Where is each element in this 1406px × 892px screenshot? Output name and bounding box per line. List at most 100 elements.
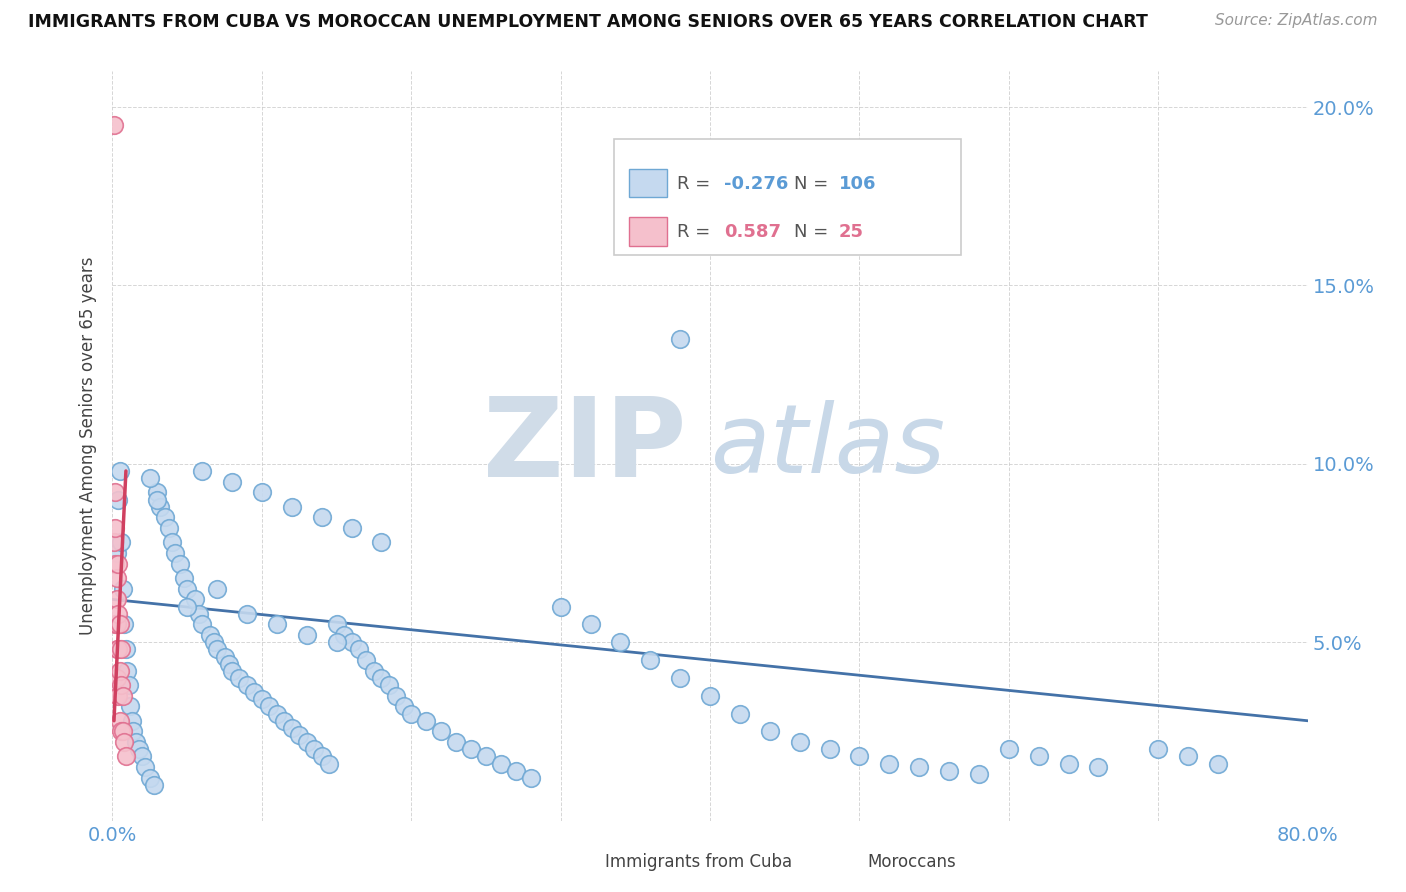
Point [505, 764, 527, 778]
Point [273, 714, 295, 728]
Point [117, 664, 139, 678]
Text: Immigrants from Cuba: Immigrants from Cuba [605, 853, 792, 871]
Point [318, 756, 340, 771]
Point [520, 771, 543, 785]
Point [401, 706, 423, 721]
Point [146, 492, 169, 507]
Point [153, 510, 176, 524]
Point [302, 742, 325, 756]
Point [1057, 756, 1080, 771]
Point [415, 714, 437, 728]
Point [444, 735, 467, 749]
Point [818, 742, 841, 756]
Point [114, 617, 135, 632]
Point [118, 678, 141, 692]
Point [250, 485, 273, 500]
Point [188, 607, 211, 621]
Point [205, 582, 228, 596]
Point [1177, 749, 1199, 764]
Point [370, 535, 392, 549]
Point [998, 742, 1021, 756]
Text: ZIP: ZIP [482, 392, 686, 500]
Point [105, 617, 128, 632]
Point [107, 492, 129, 507]
Point [108, 664, 131, 678]
Text: Moroccans: Moroccans [868, 853, 956, 871]
Point [104, 617, 127, 632]
Point [125, 735, 148, 749]
Point [115, 642, 138, 657]
Point [169, 557, 191, 571]
Y-axis label: Unemployment Among Seniors over 65 years: Unemployment Among Seniors over 65 years [79, 257, 97, 635]
Point [340, 521, 363, 535]
Point [228, 671, 250, 685]
Point [311, 510, 333, 524]
Point [489, 756, 512, 771]
Point [250, 692, 273, 706]
Text: N =: N = [794, 175, 834, 193]
Point [1028, 749, 1050, 764]
Point [340, 635, 363, 649]
Point [104, 485, 127, 500]
Point [115, 749, 138, 764]
Point [848, 749, 870, 764]
Point [460, 742, 482, 756]
Point [104, 521, 127, 535]
Point [266, 706, 288, 721]
Point [378, 678, 401, 692]
Point [111, 724, 134, 739]
Point [131, 749, 153, 764]
Point [103, 118, 125, 132]
Text: 106: 106 [839, 175, 876, 193]
Point [325, 635, 347, 649]
Text: atlas: atlas [710, 400, 945, 492]
Text: R =: R = [676, 224, 716, 242]
Point [1206, 756, 1229, 771]
Point [110, 642, 132, 657]
Point [236, 678, 259, 692]
Text: 0.587: 0.587 [724, 224, 782, 242]
Point [669, 332, 692, 346]
Point [347, 642, 370, 657]
Point [105, 642, 128, 657]
Text: Source: ZipAtlas.com: Source: ZipAtlas.com [1215, 13, 1378, 29]
Point [236, 607, 259, 621]
Text: -0.276: -0.276 [724, 175, 789, 193]
Point [105, 671, 128, 685]
Point [198, 628, 221, 642]
Point [114, 735, 135, 749]
Point [176, 599, 198, 614]
Point [281, 721, 304, 735]
Point [173, 571, 195, 585]
Point [104, 557, 127, 571]
Point [107, 689, 129, 703]
Point [669, 671, 692, 685]
Point [165, 546, 187, 560]
FancyBboxPatch shape [628, 169, 666, 197]
Point [266, 617, 288, 632]
Point [105, 546, 128, 560]
FancyBboxPatch shape [614, 139, 962, 255]
Point [221, 475, 243, 489]
Point [430, 724, 453, 739]
Point [938, 764, 960, 778]
Point [967, 767, 990, 781]
Point [908, 760, 931, 774]
Point [879, 756, 901, 771]
Point [789, 735, 811, 749]
Point [295, 735, 318, 749]
Point [221, 664, 243, 678]
Point [120, 699, 142, 714]
Point [139, 771, 162, 785]
Point [121, 714, 143, 728]
FancyBboxPatch shape [628, 218, 666, 246]
Point [640, 653, 662, 667]
Point [103, 535, 125, 549]
Point [107, 642, 129, 657]
Point [370, 671, 392, 685]
Point [288, 728, 311, 742]
Point [111, 689, 134, 703]
Text: 25: 25 [839, 224, 865, 242]
Point [356, 653, 378, 667]
Point [205, 642, 228, 657]
